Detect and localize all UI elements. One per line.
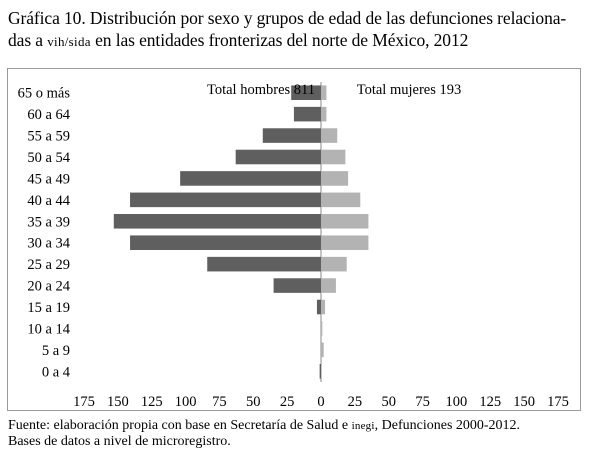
- y-tick-label: 35 a 39: [27, 214, 70, 230]
- bar-men-1: [293, 106, 321, 122]
- y-tick-label: 5 a 9: [42, 343, 70, 359]
- source-line1-acronym: inegi: [351, 420, 375, 432]
- legend-men-label: Total hombres 811: [207, 82, 315, 98]
- bar-women-5: [321, 192, 361, 208]
- y-tick-label: 15 a 19: [27, 300, 70, 316]
- x-tick-label: 25: [280, 394, 295, 410]
- chart-title-line1: Gráfica 10. Distribución por sexo y grup…: [8, 8, 567, 28]
- x-tick-label: 50: [381, 394, 396, 410]
- bar-men-6: [113, 214, 322, 229]
- x-tick-label: 100: [175, 394, 197, 410]
- bar-women-3: [321, 149, 346, 165]
- source-line1: Fuente: elaboración propia con base en S…: [8, 418, 610, 434]
- bar-men-8: [207, 256, 321, 272]
- x-tick-label: 75: [212, 394, 227, 410]
- bar-women-4: [321, 171, 349, 186]
- chart-title-line2-pre: das a: [8, 30, 48, 50]
- bar-women-1: [321, 106, 327, 122]
- bar-men-10: [316, 299, 321, 315]
- bar-women-7: [321, 235, 369, 250]
- x-tick-label: 150: [107, 394, 129, 410]
- bar-women-12: [321, 342, 324, 358]
- x-tick-label: 50: [246, 394, 261, 410]
- legend-women-label: Total mujeres 193: [357, 82, 462, 98]
- bar-men-0: [291, 85, 321, 100]
- bar-women-11: [321, 321, 323, 336]
- chart-title-line2-post: en las entidades fronterizas del norte d…: [90, 30, 469, 50]
- y-tick-label: 50 a 54: [27, 150, 70, 166]
- x-tick-label: 125: [479, 394, 501, 410]
- bar-men-4: [180, 171, 321, 186]
- chart-frame: [7, 68, 581, 411]
- source-line1-post: , Defunciones 2000-2012.: [374, 418, 521, 433]
- bar-men-9: [273, 278, 321, 293]
- chart-title-line2-acronym: vih/sida: [47, 34, 91, 49]
- x-tick-label: 175: [547, 394, 569, 410]
- y-tick-label: 20 a 24: [27, 279, 70, 295]
- x-tick-label: 25: [348, 394, 363, 410]
- chart-title-line2: das a vih/sida en las entidades fronteri…: [8, 29, 608, 53]
- source-line2: Bases de datos a nivel de microregistro.: [8, 434, 231, 449]
- bar-women-10: [321, 299, 326, 315]
- y-tick-label: 40 a 44: [27, 193, 70, 209]
- bar-women-2: [321, 128, 338, 143]
- x-tick-label: 150: [513, 394, 535, 410]
- y-tick-label: 55 a 59: [27, 129, 70, 145]
- bars-layer: [113, 85, 369, 379]
- bar-men-13: [319, 364, 321, 379]
- bar-women-9: [321, 278, 336, 293]
- bar-women-0: [321, 85, 327, 100]
- x-tick-label: 175: [73, 394, 95, 410]
- source-line1-pre: Fuente: elaboración propia con base en S…: [8, 418, 352, 433]
- bar-men-2: [262, 128, 321, 143]
- source-note: Fuente: elaboración propia con base en S…: [8, 418, 610, 450]
- y-tick-label: 45 a 49: [27, 171, 70, 187]
- bar-men-3: [235, 149, 321, 165]
- chart-title: Gráfica 10. Distribución por sexo y grup…: [8, 7, 608, 53]
- labels-layer: 65 o más 60 a 64 55 a 59 50 a 54 45 a 49 40 a…: [18, 82, 569, 410]
- x-tick-label: 0: [317, 394, 324, 410]
- bar-men-7: [130, 235, 321, 250]
- x-tick-label: 75: [415, 394, 430, 410]
- y-tick-label: 60 a 64: [27, 107, 70, 123]
- y-tick-label: 10 a 14: [27, 321, 70, 337]
- x-tick-label: 100: [446, 394, 468, 410]
- x-tick-label: 125: [141, 394, 163, 410]
- y-tick-label: 30 a 34: [27, 236, 70, 252]
- y-tick-label: 0 a 4: [42, 364, 71, 380]
- y-tick-label: 25 a 29: [27, 257, 70, 273]
- bar-men-5: [130, 192, 321, 208]
- bar-women-8: [321, 256, 347, 272]
- bar-women-6: [321, 214, 369, 229]
- y-tick-label: 65 o más: [18, 86, 71, 102]
